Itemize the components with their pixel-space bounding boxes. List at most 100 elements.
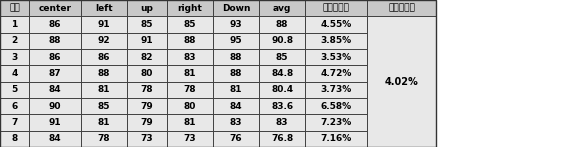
Bar [127,0,167,16]
Text: 3: 3 [11,53,18,62]
Text: 83: 83 [276,118,288,127]
Text: 1: 1 [11,20,18,29]
Text: 86: 86 [98,53,110,62]
Bar [167,82,213,98]
Text: 76: 76 [230,134,242,143]
Text: 91: 91 [49,118,61,127]
Text: 6: 6 [11,102,18,111]
Text: 4.55%: 4.55% [320,20,352,29]
Text: 81: 81 [184,69,196,78]
Text: 3.73%: 3.73% [320,85,352,94]
Bar [127,131,167,147]
Text: 85: 85 [98,102,110,111]
Text: 85: 85 [141,20,153,29]
Text: 82: 82 [141,53,153,62]
Bar [305,114,367,131]
Bar [213,65,259,82]
Text: 7: 7 [11,118,18,127]
Text: 81: 81 [98,118,110,127]
Text: 78: 78 [184,85,196,94]
Text: 90: 90 [49,102,61,111]
Text: 85: 85 [276,53,288,62]
Text: 95: 95 [230,36,242,45]
Text: 88: 88 [276,20,288,29]
Text: 79: 79 [141,118,153,127]
Text: 73: 73 [184,134,196,143]
Bar [305,98,367,114]
Bar [167,131,213,147]
Bar [213,0,259,16]
Text: 2: 2 [11,36,18,45]
Text: 7.23%: 7.23% [320,118,352,127]
Bar [167,98,213,114]
Text: 90.8: 90.8 [271,36,293,45]
Bar [127,33,167,49]
Text: 83: 83 [230,118,242,127]
Bar [0,65,29,82]
Bar [259,65,305,82]
Bar [29,131,81,147]
Text: 7.16%: 7.16% [320,134,352,143]
Bar [259,82,305,98]
Bar [167,33,213,49]
Bar [259,16,305,33]
Bar [127,49,167,65]
Bar [167,114,213,131]
Bar [305,49,367,65]
Text: 3.53%: 3.53% [320,53,352,62]
Bar [305,65,367,82]
Text: 84: 84 [49,85,61,94]
Text: 87: 87 [49,69,61,78]
Bar [213,49,259,65]
Text: 80: 80 [184,102,196,111]
Bar [0,0,29,16]
Text: up: up [141,4,153,13]
Bar [81,131,127,147]
Bar [81,16,127,33]
Text: 4.72%: 4.72% [320,69,352,78]
Bar [127,82,167,98]
Bar [0,0,436,147]
Bar [81,98,127,114]
Bar [167,49,213,65]
Text: 79: 79 [141,102,153,111]
Text: 4: 4 [11,69,18,78]
Bar [29,49,81,65]
Bar [127,16,167,33]
Text: left: left [95,4,113,13]
Text: 84: 84 [230,102,242,111]
Bar [29,33,81,49]
Text: 6.58%: 6.58% [320,102,352,111]
Text: 片间均匀性: 片间均匀性 [388,4,415,13]
Bar [81,33,127,49]
Bar [29,98,81,114]
Text: 8: 8 [11,134,18,143]
Bar [127,114,167,131]
Text: 81: 81 [230,85,242,94]
Text: 78: 78 [141,85,153,94]
Bar [29,114,81,131]
Text: 3.85%: 3.85% [320,36,352,45]
Text: center: center [39,4,71,13]
Bar [127,65,167,82]
Text: 83: 83 [184,53,196,62]
Bar [259,33,305,49]
Bar [367,16,436,147]
Text: 88: 88 [230,69,242,78]
Bar [81,82,127,98]
Bar [259,49,305,65]
Bar [29,82,81,98]
Bar [213,114,259,131]
Text: 88: 88 [98,69,110,78]
Bar [0,33,29,49]
Bar [167,0,213,16]
Bar [127,98,167,114]
Text: avg: avg [273,4,291,13]
Text: 78: 78 [98,134,110,143]
Bar [0,82,29,98]
Text: 84.8: 84.8 [271,69,293,78]
Bar [29,16,81,33]
Bar [81,114,127,131]
Bar [0,131,29,147]
Text: 88: 88 [49,36,61,45]
